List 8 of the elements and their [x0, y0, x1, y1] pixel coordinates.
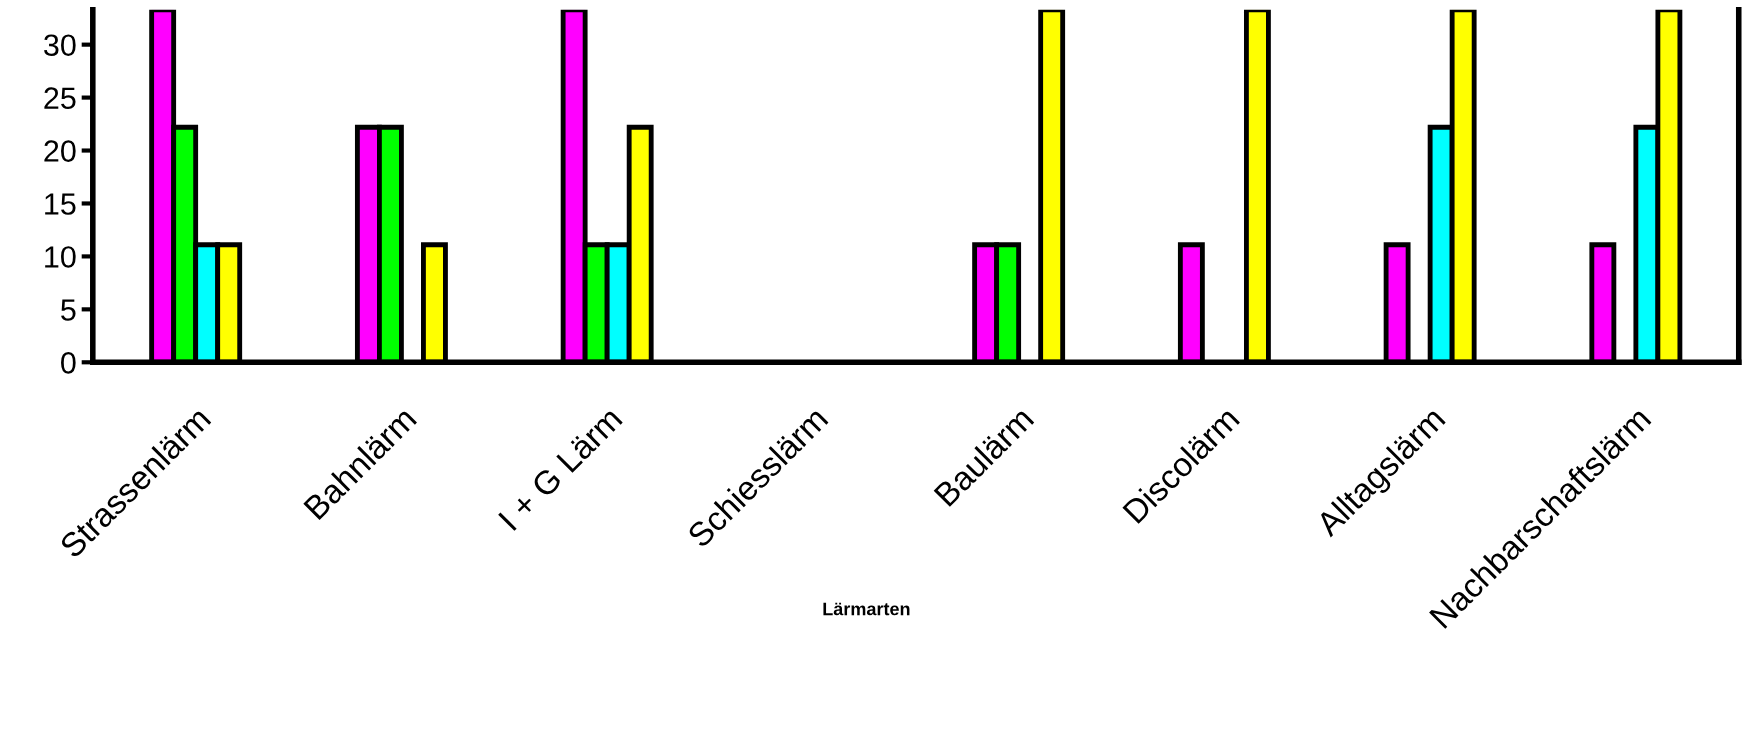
y-tick-label: 20	[44, 140, 76, 162]
y-tick-label: 25	[44, 87, 76, 109]
y-tick-label: 10	[45, 246, 76, 268]
y-tick-label: 5	[61, 299, 76, 321]
y-tick-label: 0	[61, 352, 76, 374]
y-tick-label: 30	[44, 34, 76, 57]
y-tick-label: 15	[45, 193, 76, 215]
x-axis-title: Lärmarten	[823, 602, 910, 616]
